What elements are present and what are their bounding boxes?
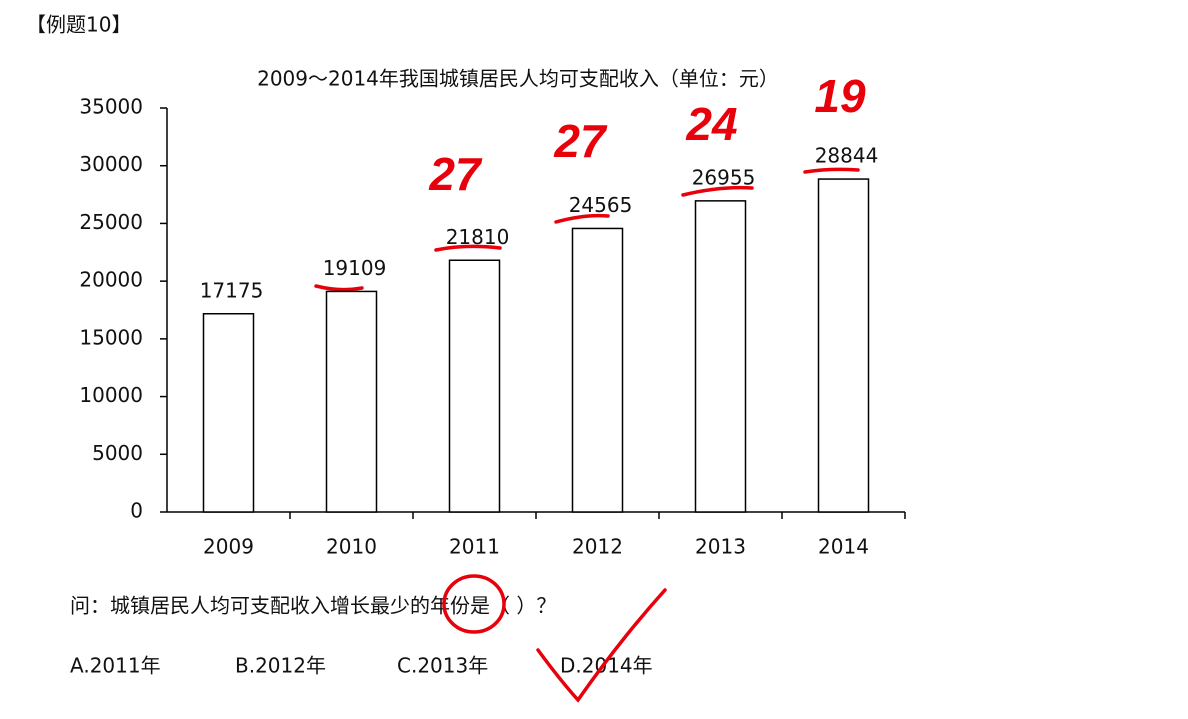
bar bbox=[817, 178, 870, 513]
underline bbox=[314, 284, 364, 292]
underline bbox=[434, 244, 502, 252]
y-tick-label: 0 bbox=[130, 499, 143, 523]
underline bbox=[681, 185, 754, 197]
value-label: 26955 bbox=[692, 165, 756, 189]
value-label: 24565 bbox=[569, 193, 633, 217]
x-tick-label: 2013 bbox=[695, 535, 746, 559]
bar bbox=[202, 313, 255, 513]
bar bbox=[325, 290, 378, 513]
handwritten-note: 27 bbox=[553, 115, 608, 167]
y-tick-label: 35000 bbox=[79, 95, 143, 119]
option: D.2014年 bbox=[560, 654, 653, 678]
underline bbox=[554, 213, 610, 224]
y-tick-label: 25000 bbox=[79, 210, 143, 234]
y-tick-label: 30000 bbox=[79, 152, 143, 176]
x-tick-label: 2012 bbox=[572, 535, 623, 559]
handwritten-note: 19 bbox=[814, 70, 866, 122]
x-tick-label: 2014 bbox=[818, 535, 869, 559]
value-label: 28844 bbox=[815, 144, 879, 168]
bar bbox=[571, 227, 624, 513]
bar bbox=[448, 259, 501, 513]
y-tick-label: 20000 bbox=[79, 268, 143, 292]
y-tick-label: 5000 bbox=[92, 441, 143, 465]
handwritten-note: 27 bbox=[428, 148, 483, 200]
circle-mark bbox=[442, 574, 506, 634]
handwritten-note: 24 bbox=[685, 98, 737, 150]
x-tick-label: 2009 bbox=[203, 535, 254, 559]
check-mark bbox=[536, 588, 667, 703]
question: 问：城镇居民人均可支配收入增长最少的年份是（ ）？ bbox=[70, 594, 556, 618]
x-tick-label: 2011 bbox=[449, 535, 500, 559]
option: C.2013年 bbox=[397, 654, 488, 678]
bar bbox=[694, 200, 747, 513]
y-tick-label: 10000 bbox=[79, 383, 143, 407]
x-tick-label: 2010 bbox=[326, 535, 377, 559]
chart-title: 2009～2014年我国城镇居民人均可支配收入（单位：元） bbox=[257, 67, 779, 91]
underline bbox=[803, 167, 860, 174]
option: A.2011年 bbox=[70, 654, 161, 678]
header: 【例题10】 bbox=[26, 13, 131, 37]
option: B.2012年 bbox=[235, 654, 326, 678]
value-label: 19109 bbox=[323, 256, 387, 280]
value-label: 17175 bbox=[200, 278, 264, 302]
y-tick-label: 15000 bbox=[79, 325, 143, 349]
value-label: 21810 bbox=[446, 225, 510, 249]
